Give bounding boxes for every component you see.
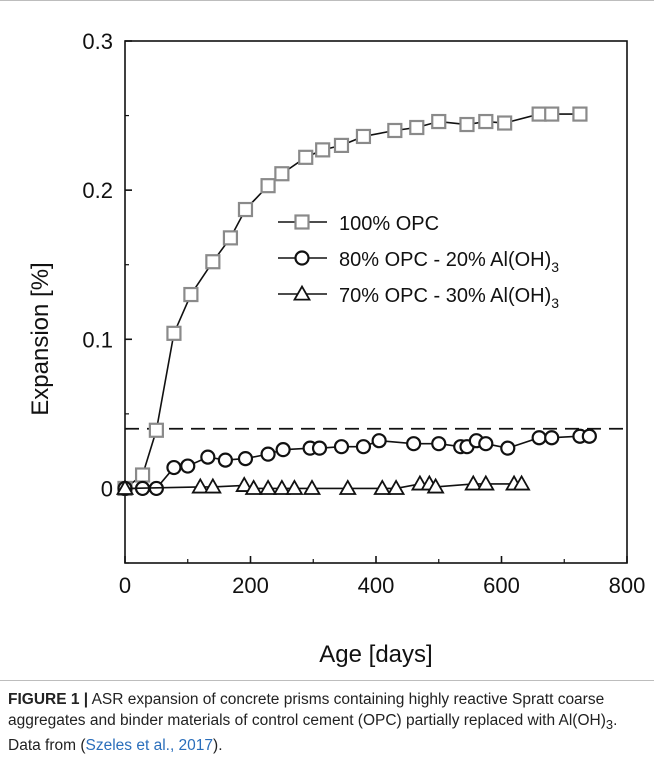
data-point-triangle (302, 479, 322, 495)
caption-text-end: ). (213, 737, 223, 755)
data-point-circle (355, 439, 372, 455)
caption-text-mid: . Data from ( (8, 712, 618, 755)
data-point-triangle (373, 479, 392, 495)
y-tick-label: 0.1 (82, 327, 113, 352)
x-tick-label: 400 (358, 573, 395, 598)
data-point-circle (531, 430, 547, 446)
y-axis-label: Expansion [%] (27, 262, 54, 415)
legend-entry-square: 100% OPC (278, 213, 439, 235)
legend-label: 80% OPC - 20% Al(OH)3 (339, 249, 559, 275)
legend-label: 70% OPC - 30% Al(OH)3 (339, 285, 559, 311)
data-point-circle (237, 451, 254, 467)
caption-subscript: 3 (605, 717, 614, 733)
data-point-circle (275, 442, 291, 458)
data-point-triangle (285, 479, 304, 495)
data-point-triangle (464, 474, 483, 491)
data-point-triangle (115, 479, 135, 495)
data-point-square (260, 178, 276, 194)
legend-label: 100% OPC (339, 213, 439, 235)
data-point-triangle (476, 474, 495, 491)
data-point-square (148, 422, 164, 438)
caption-text: ASR expansion of concrete prisms contain… (8, 691, 606, 729)
data-point-square (478, 113, 494, 130)
data-point-triangle (272, 479, 291, 495)
data-point-square (355, 128, 372, 145)
citation-link[interactable]: Szeles et al., 2017 (85, 737, 214, 755)
x-tick-label: 0 (119, 573, 131, 598)
data-point-square (531, 106, 547, 122)
data-point-circle (180, 458, 196, 474)
legend-marker-circle (294, 250, 310, 266)
top-border (0, 0, 654, 1)
data-point-square (298, 149, 314, 165)
data-point-triangle (387, 479, 406, 495)
data-point-circle (260, 446, 276, 462)
series-triangle (115, 474, 531, 495)
data-point-circle (217, 452, 233, 468)
data-point-circle (311, 440, 328, 456)
data-point-square (134, 467, 151, 483)
data-point-square (274, 166, 290, 182)
series-line-triangle (124, 483, 522, 490)
data-point-square (497, 115, 513, 131)
data-point-square (333, 137, 350, 153)
data-point-triangle (191, 477, 210, 494)
data-point-square (572, 106, 588, 122)
legend-marker-square (294, 214, 310, 230)
data-point-circle (478, 436, 494, 452)
data-point-triangle (512, 474, 531, 491)
legend-entry-triangle: 70% OPC - 30% Al(OH)3 (278, 284, 559, 311)
y-tick-label: 0 (101, 476, 113, 501)
data-point-square (544, 106, 560, 122)
data-point-circle (500, 440, 516, 456)
y-tick-label: 0.3 (82, 29, 113, 54)
data-point-circle (581, 428, 597, 444)
data-point-square (222, 230, 239, 246)
data-point-circle (200, 449, 216, 465)
x-tick-label: 800 (609, 573, 646, 598)
data-point-square (205, 254, 221, 270)
figure-caption: FIGURE 1 | ASR expansion of concrete pri… (8, 689, 648, 756)
series-circle (117, 428, 597, 497)
data-point-square (431, 113, 447, 130)
data-point-square (183, 286, 199, 303)
data-point-square (459, 116, 475, 133)
legend-entry-circle: 80% OPC - 20% Al(OH)3 (278, 249, 559, 275)
data-point-circle (166, 459, 182, 476)
data-point-triangle (259, 479, 278, 495)
data-point-square (315, 142, 331, 158)
data-point-triangle (426, 477, 445, 494)
data-point-triangle (203, 477, 222, 494)
x-axis-label: Age [days] (319, 641, 432, 668)
caption-divider (0, 680, 654, 681)
x-tick-label: 200 (232, 573, 269, 598)
data-point-triangle (235, 476, 254, 492)
data-point-circle (333, 439, 350, 455)
legend-marker-triangle (292, 284, 312, 301)
data-point-circle (371, 433, 387, 449)
figure-label: FIGURE 1 | (8, 691, 89, 708)
data-point-triangle (244, 479, 263, 495)
data-point-circle (406, 436, 422, 452)
data-point-square (237, 201, 254, 218)
data-point-circle (544, 430, 560, 446)
data-point-square (409, 119, 425, 136)
data-point-square (387, 122, 403, 139)
y-tick-label: 0.2 (82, 178, 113, 203)
expansion-chart: 0 200 400 600 800 0 0.1 0.2 0.3 100% OPC 80% OPC … (27, 29, 646, 668)
data-point-square (166, 325, 182, 341)
x-tick-label: 600 (483, 573, 520, 598)
data-point-triangle (338, 479, 357, 495)
data-point-circle (431, 436, 447, 452)
